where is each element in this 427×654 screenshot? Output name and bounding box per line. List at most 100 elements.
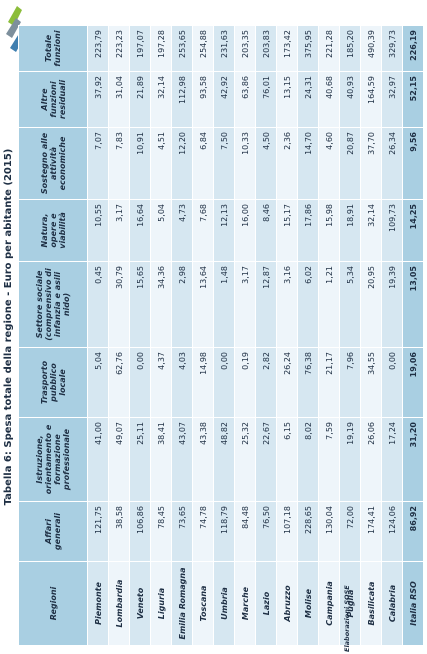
total-value-cell: 9,56: [402, 127, 424, 200]
column-header: Affari generali: [18, 501, 88, 562]
value-cell: 4,73: [171, 199, 193, 262]
table-row: Emilia Romagna 73,65 43,07 4,03 2,98 4,73 12,2…: [171, 25, 193, 646]
value-cell: 4,60: [318, 127, 340, 200]
value-cell: 2,36: [276, 127, 298, 200]
value-cell: 106,86: [129, 501, 151, 562]
value-cell: 5,04: [150, 199, 172, 262]
region-cell: Piemonte: [87, 561, 109, 646]
value-cell: 164,59: [360, 71, 382, 128]
value-cell: 15,65: [129, 261, 151, 348]
total-value-cell: 13,05: [402, 261, 424, 348]
value-cell: 26,06: [360, 417, 382, 502]
value-cell: 197,07: [129, 25, 151, 72]
spending-table: Regioni Affari generali Istruzione, orie…: [18, 25, 424, 646]
value-cell: 32,14: [360, 199, 382, 262]
value-cell: 21,89: [129, 71, 151, 128]
value-cell: 197,28: [150, 25, 172, 72]
value-cell: 7,96: [339, 347, 361, 418]
table-row: Piemonte 121,75 41,00 5,04 0,45 10,55 7,07 37,9…: [87, 25, 109, 646]
value-cell: 20,87: [339, 127, 361, 200]
value-cell: 76,01: [255, 71, 277, 128]
table-row: Lazio 76,50 22,67 2,82 12,87 8,46 4,50 76,01 203…: [255, 25, 277, 646]
value-cell: 6,02: [297, 261, 319, 348]
value-cell: 17,24: [381, 417, 403, 502]
value-cell: 20,95: [360, 261, 382, 348]
column-header: Istruzione, orientamento e formazione pr…: [18, 417, 88, 502]
total-value-cell: 31,20: [402, 417, 424, 502]
column-header: Altre funzioni residuali: [18, 71, 88, 128]
value-cell: 2,82: [255, 347, 277, 418]
total-value-cell: 226,19: [402, 25, 424, 72]
value-cell: 112,98: [171, 71, 193, 128]
region-cell: Calabria: [381, 561, 403, 646]
value-cell: 4,50: [255, 127, 277, 200]
table-row: Calabria 124,06 17,24 0,00 19,39 109,73 26,34 3…: [381, 25, 403, 646]
value-cell: 19,39: [381, 261, 403, 348]
table-row: Campania 130,04 7,59 21,17 1,21 15,98 4,60 40,6…: [318, 25, 340, 646]
value-cell: 0,19: [234, 347, 256, 418]
table-title: Tabella 6: Spesa totale della regione - …: [3, 148, 14, 506]
value-cell: 48,82: [213, 417, 235, 502]
value-cell: 0,00: [381, 347, 403, 418]
value-cell: 6,84: [192, 127, 214, 200]
value-cell: 21,17: [318, 347, 340, 418]
value-cell: 32,14: [150, 71, 172, 128]
value-cell: 93,58: [192, 71, 214, 128]
column-header: Settore sociale (comprensivo di infanzia…: [18, 261, 88, 348]
region-cell: Emilia Romagna: [171, 561, 193, 646]
value-cell: 32,97: [381, 71, 403, 128]
value-cell: 16,64: [129, 199, 151, 262]
value-cell: 25,11: [129, 417, 151, 502]
value-cell: 42,92: [213, 71, 235, 128]
value-cell: 38,58: [108, 501, 130, 562]
total-row: Italia RSO 86,92 31,20 19,06 13,05 14,25 9,56 5…: [402, 25, 424, 646]
value-cell: 7,07: [87, 127, 109, 200]
value-cell: 10,55: [87, 199, 109, 262]
value-cell: 24,31: [297, 71, 319, 128]
table-row: Abruzzo 107,18 6,15 26,24 3,16 15,17 2,36 13,15…: [276, 25, 298, 646]
header-row: Regioni Affari generali Istruzione, orie…: [18, 25, 88, 646]
table-row: Lombardia 38,58 49,07 62,76 30,79 3,17 7,83 31,…: [108, 25, 130, 646]
value-cell: 17,86: [297, 199, 319, 262]
value-cell: 13,15: [276, 71, 298, 128]
column-header: Natura, opere e viabilità: [18, 199, 88, 262]
value-cell: 490,39: [360, 25, 382, 72]
value-cell: 329,73: [381, 25, 403, 72]
column-header: Sostegno alle attività economiche: [18, 127, 88, 200]
value-cell: 40,68: [318, 71, 340, 128]
value-cell: 10,33: [234, 127, 256, 200]
value-cell: 375,95: [297, 25, 319, 72]
value-cell: 43,07: [171, 417, 193, 502]
value-cell: 6,15: [276, 417, 298, 502]
value-cell: 4,37: [150, 347, 172, 418]
value-cell: 19,19: [339, 417, 361, 502]
value-cell: 14,70: [297, 127, 319, 200]
value-cell: 31,04: [108, 71, 130, 128]
region-cell: Marche: [234, 561, 256, 646]
value-cell: 1,21: [318, 261, 340, 348]
region-cell: Liguria: [150, 561, 172, 646]
total-label-cell: Italia RSO: [402, 561, 424, 646]
value-cell: 4,03: [171, 347, 193, 418]
source-note: Elaborazioni SOSE: [343, 585, 351, 652]
value-cell: 73,65: [171, 501, 193, 562]
value-cell: 63,86: [234, 71, 256, 128]
value-cell: 37,92: [87, 71, 109, 128]
value-cell: 253,65: [171, 25, 193, 72]
value-cell: 124,06: [381, 501, 403, 562]
table-row: Liguria 78,45 38,41 4,37 34,36 5,04 4,51 32,14 1…: [150, 25, 172, 646]
total-value-cell: 14,25: [402, 199, 424, 262]
rotated-table-panel: Tabella 6: Spesa totale della regione - …: [3, 25, 424, 652]
value-cell: 221,28: [318, 25, 340, 72]
region-cell: Campania: [318, 561, 340, 646]
value-cell: 109,73: [381, 199, 403, 262]
table-row: Toscana 74,78 43,38 14,98 13,64 7,68 6,84 93,58…: [192, 25, 214, 646]
value-cell: 7,50: [213, 127, 235, 200]
value-cell: 34,55: [360, 347, 382, 418]
value-cell: 8,46: [255, 199, 277, 262]
value-cell: 38,41: [150, 417, 172, 502]
value-cell: 14,98: [192, 347, 214, 418]
table-row: Umbria 118,79 48,82 0,00 1,48 12,13 7,50 42,92 2…: [213, 25, 235, 646]
value-cell: 228,65: [297, 501, 319, 562]
value-cell: 49,07: [108, 417, 130, 502]
